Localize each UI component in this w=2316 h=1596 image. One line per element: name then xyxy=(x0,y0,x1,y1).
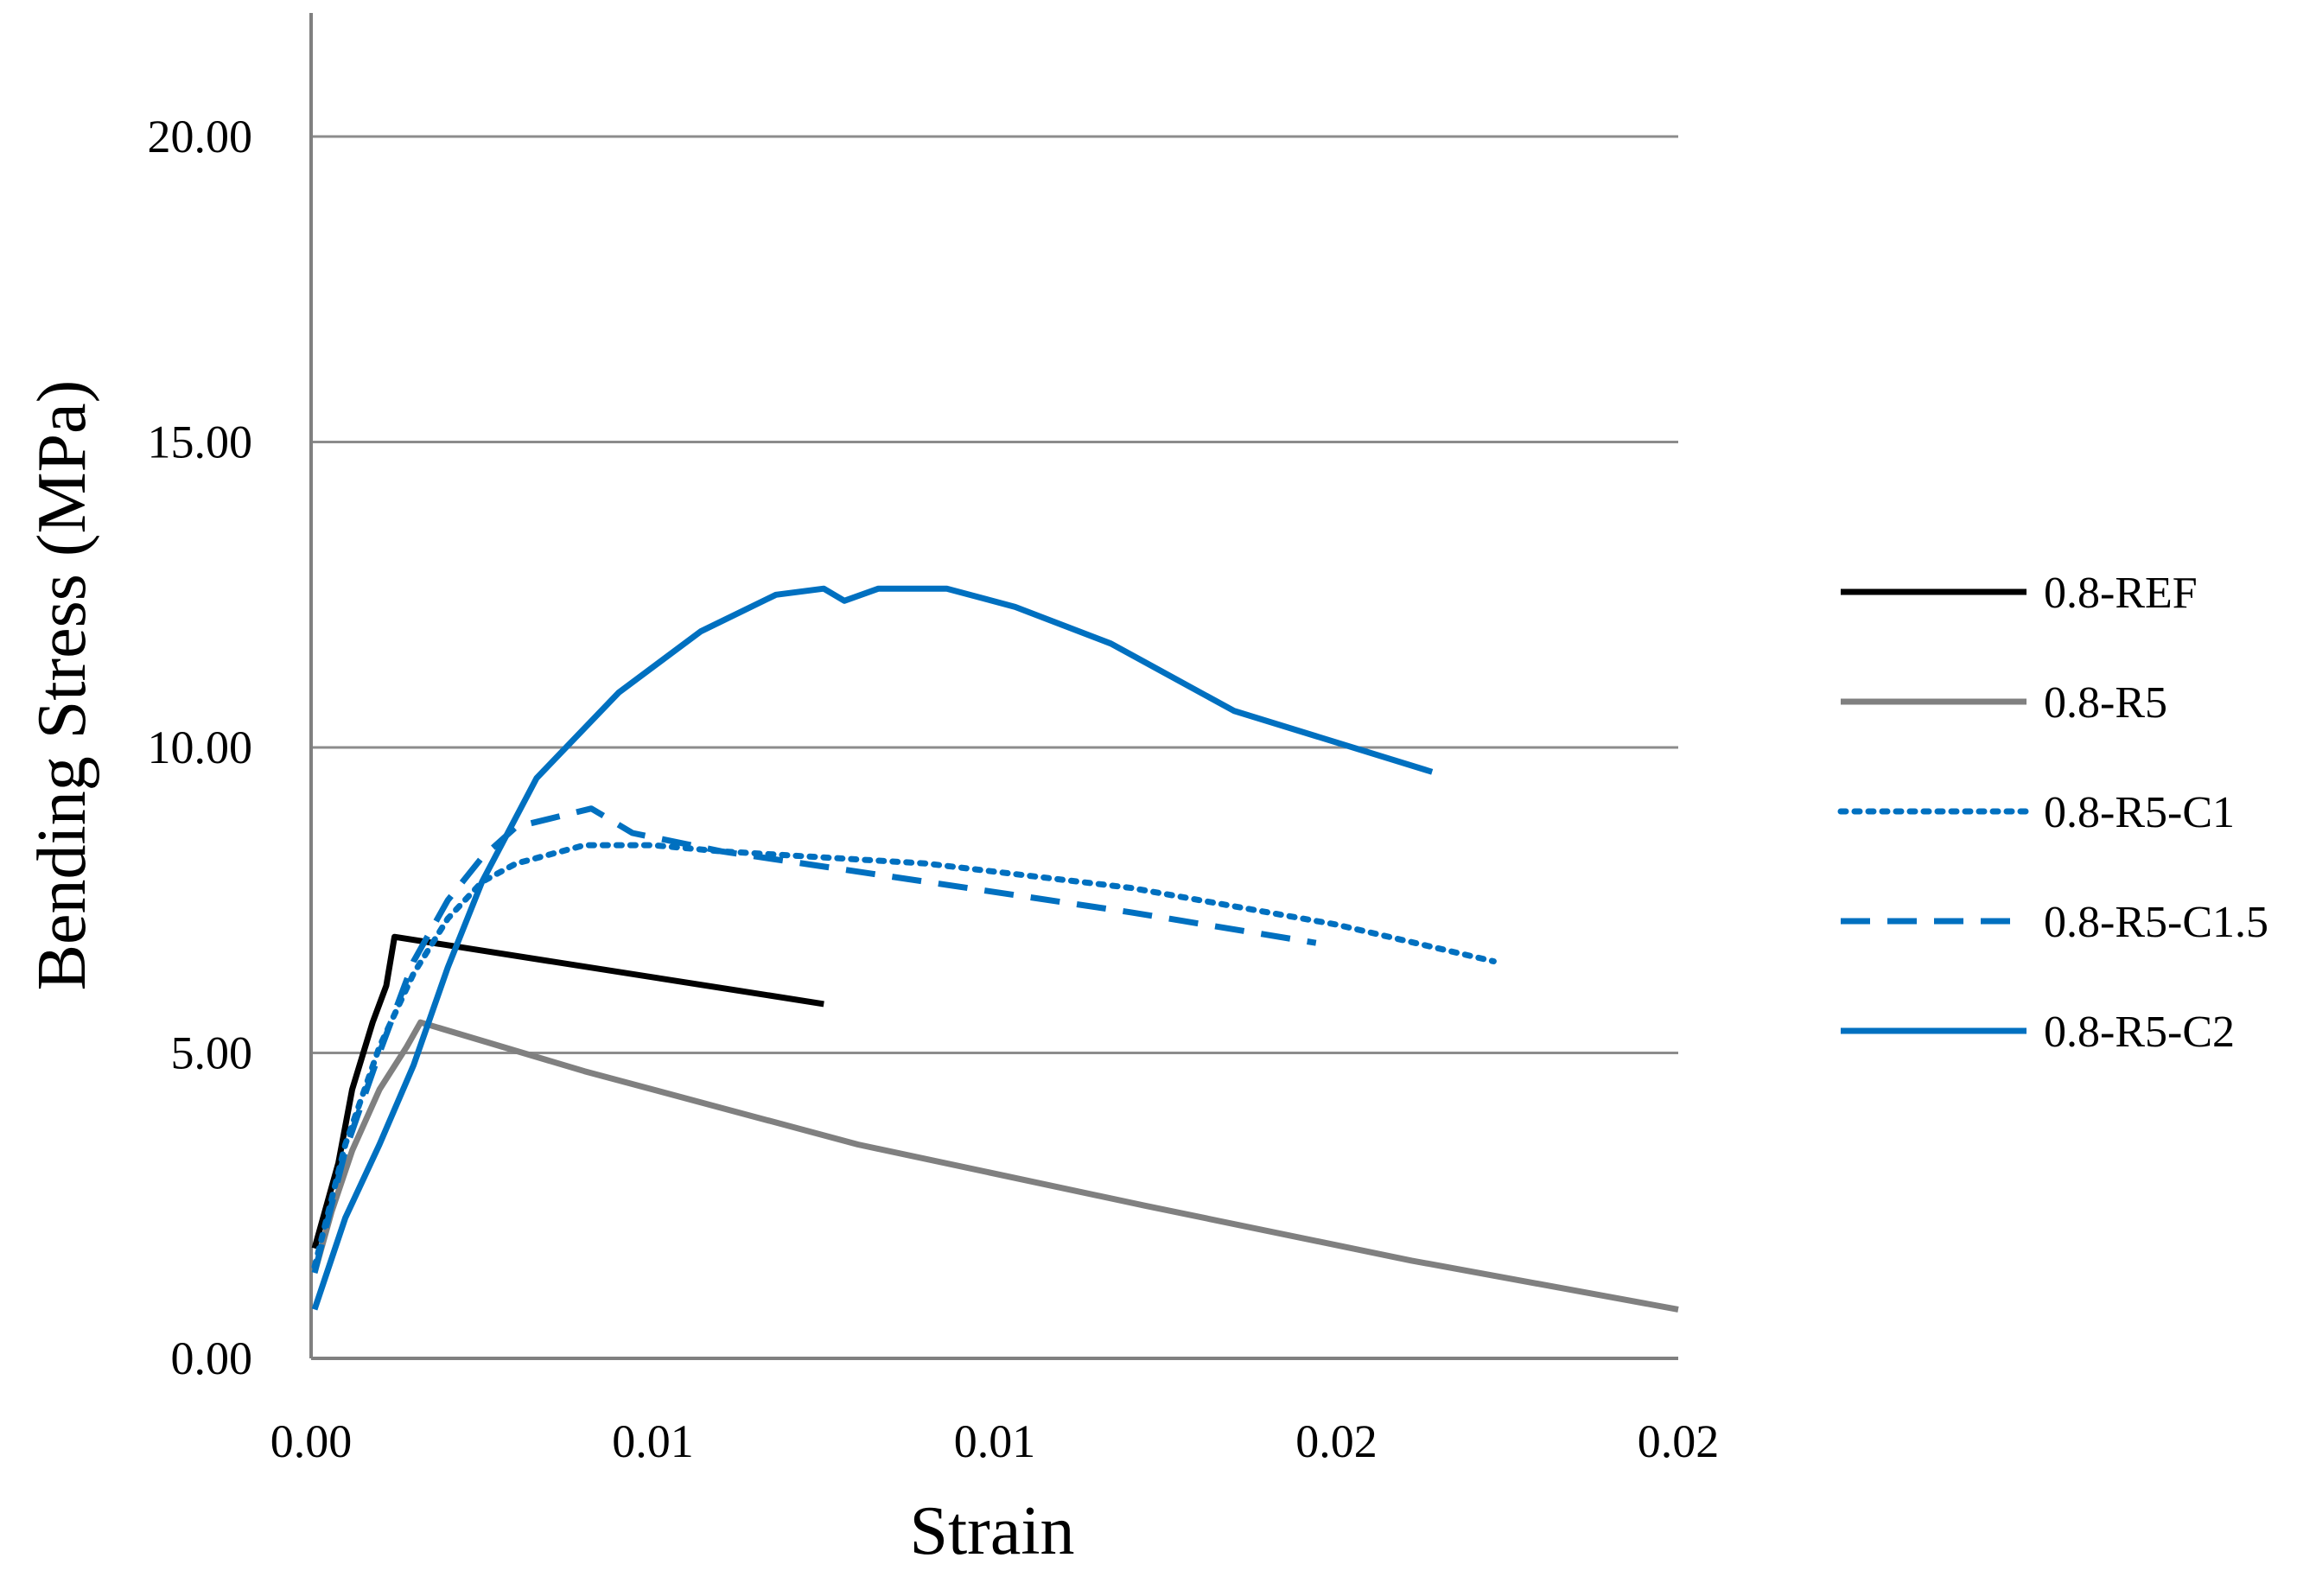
axes xyxy=(309,13,1678,1360)
x-axis-title: Strain xyxy=(909,1493,1074,1569)
x-tick-label: 0.00 xyxy=(270,1415,353,1467)
series-line-0.8-R5-C1 xyxy=(311,842,1497,1270)
y-tick-label: 5.00 xyxy=(171,1027,253,1079)
y-tick-label: 10.00 xyxy=(148,722,253,773)
legend-label: 0.8-R5-C1 xyxy=(2044,788,2235,837)
series-line-0.8-REF xyxy=(311,933,824,1249)
legend-label: 0.8-R5 xyxy=(2044,678,2167,728)
series-line-0.8-R5-C2 xyxy=(311,585,1434,1311)
y-axis-title: Bending Stress (MPa) xyxy=(24,380,100,991)
y-tick-label: 20.00 xyxy=(148,111,253,162)
series-lines xyxy=(311,585,1679,1313)
series-line-0.8-R5-C1.5 xyxy=(311,805,1317,1274)
x-tick-label: 0.02 xyxy=(1638,1415,1720,1467)
y-tick-labels: 0.00 5.00 10.00 15.00 20.00 xyxy=(148,111,253,1384)
x-tick-label: 0.02 xyxy=(1295,1415,1378,1467)
legend-label: 0.8-R5-C1.5 xyxy=(2044,898,2268,947)
y-tick-label: 0.00 xyxy=(171,1332,253,1384)
legend-label: 0.8-R5-C2 xyxy=(2044,1008,2235,1057)
gridlines xyxy=(311,135,1678,1054)
x-tick-label: 0.01 xyxy=(612,1415,694,1467)
y-tick-label: 15.00 xyxy=(148,416,253,468)
legend: 0.8-REF 0.8-R5 0.8-R5-C1 0.8-R5-C1.5 0.8-R5-… xyxy=(1837,569,2268,1057)
legend-label: 0.8-REF xyxy=(2044,569,2198,618)
series-line-0.8-R5 xyxy=(311,1019,1679,1313)
x-tick-labels: 0.00 0.01 0.01 0.02 0.02 xyxy=(270,1415,1720,1467)
x-tick-label: 0.01 xyxy=(954,1415,1036,1467)
